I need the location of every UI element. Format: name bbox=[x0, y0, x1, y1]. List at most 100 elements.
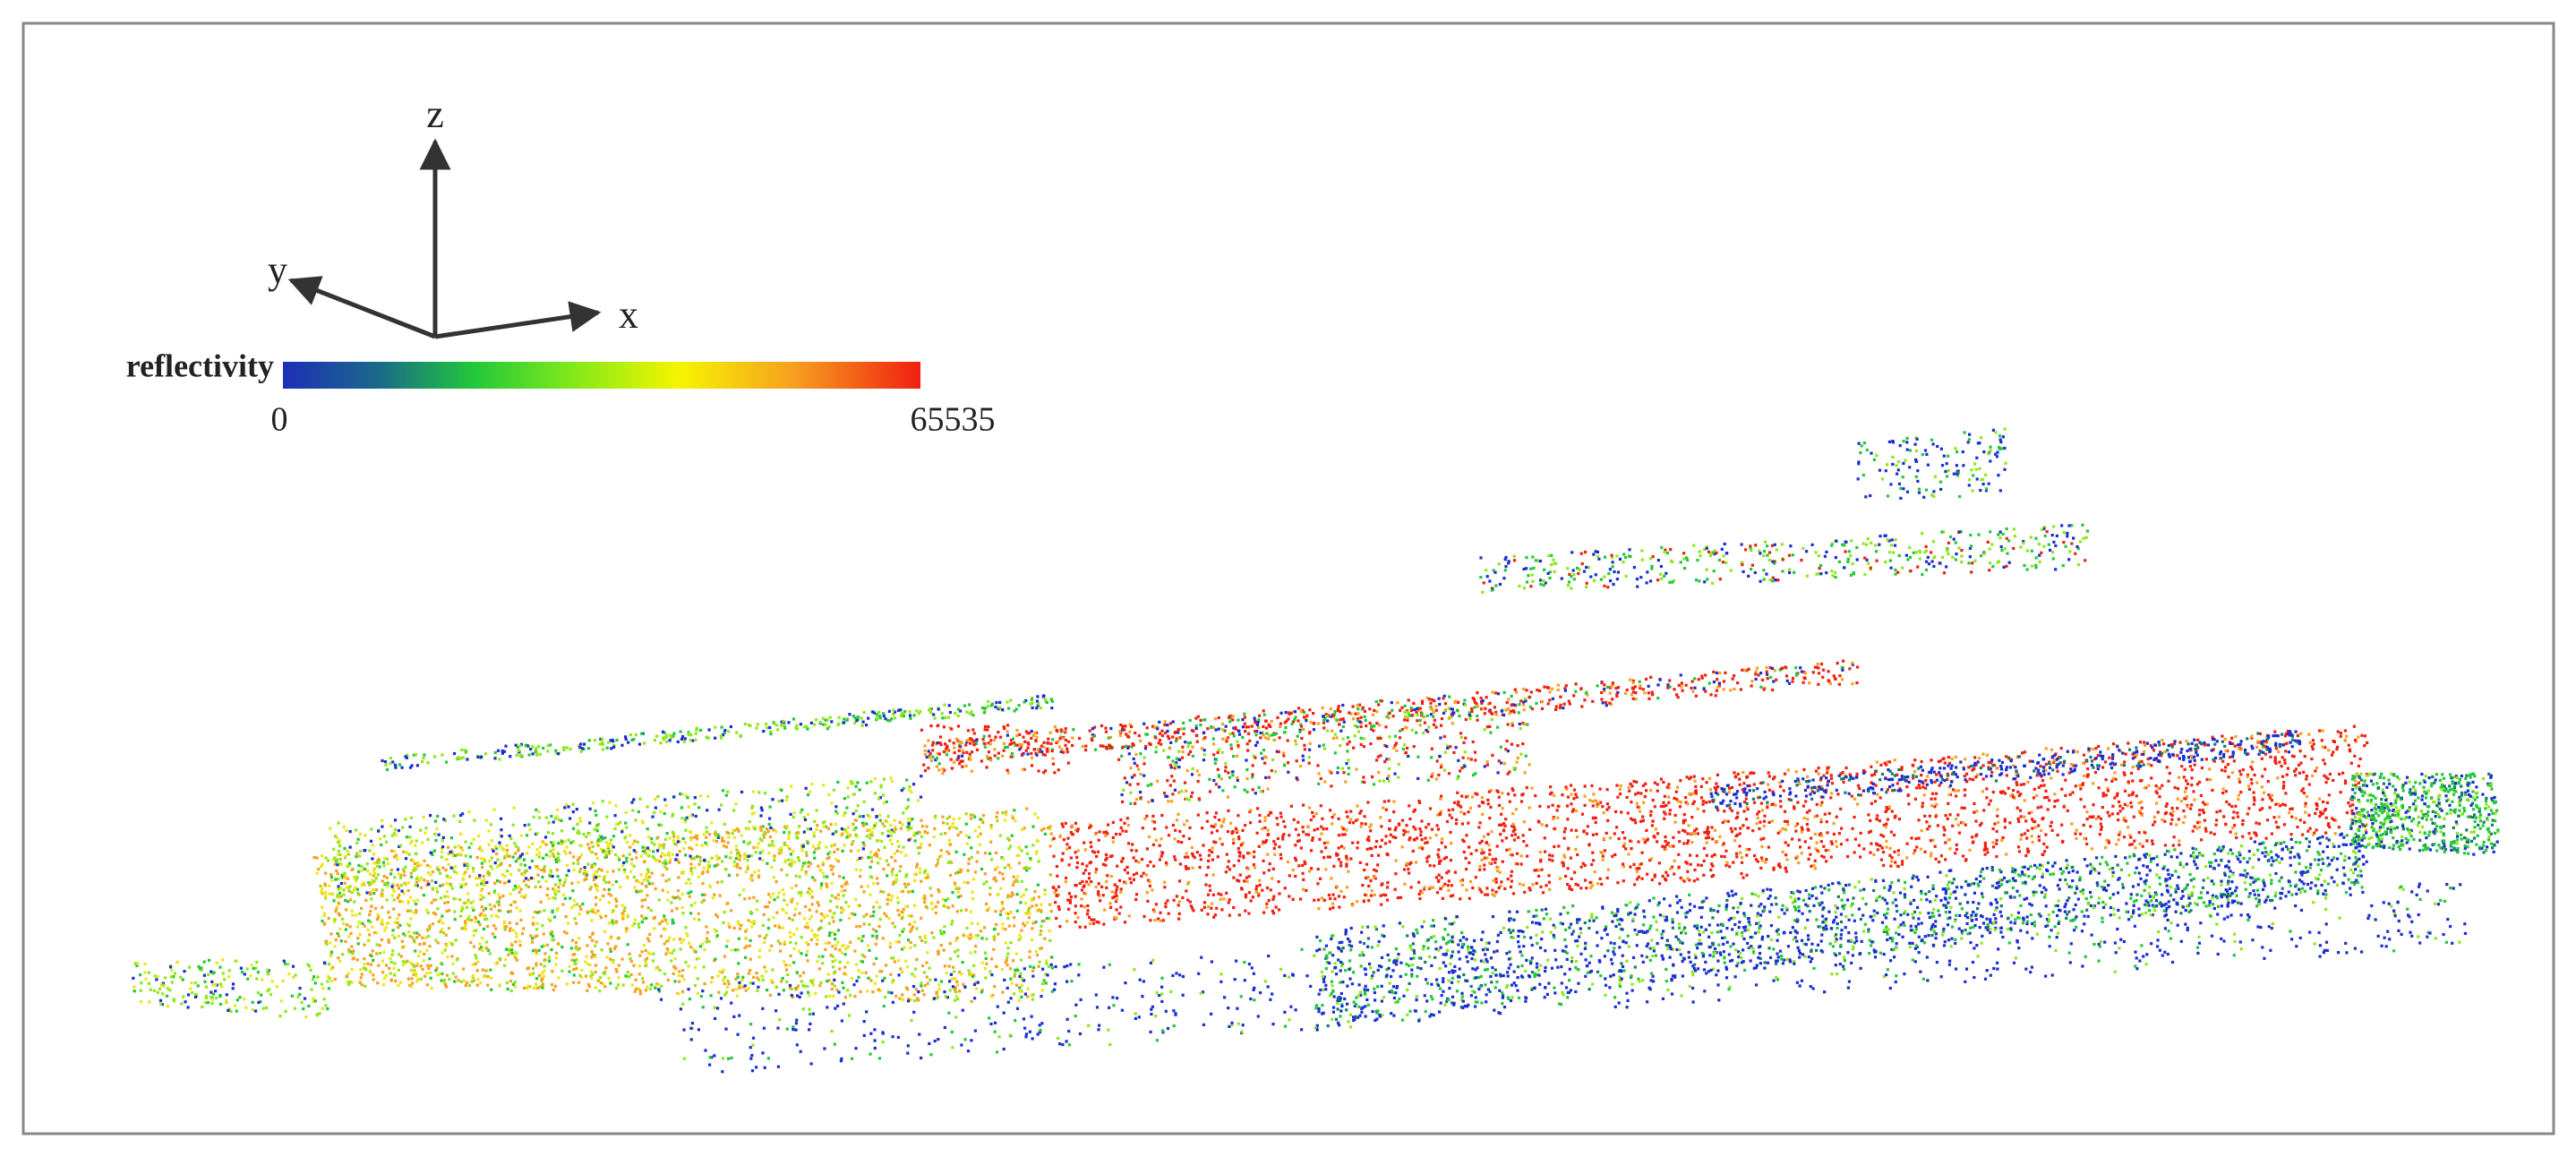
point bbox=[1257, 892, 1261, 895]
point bbox=[414, 902, 418, 906]
point bbox=[329, 954, 332, 958]
point bbox=[2247, 832, 2251, 836]
point bbox=[594, 986, 597, 990]
point bbox=[696, 991, 699, 995]
point bbox=[696, 837, 699, 841]
point bbox=[2239, 748, 2244, 751]
point bbox=[701, 870, 705, 874]
point bbox=[669, 858, 672, 861]
point bbox=[446, 895, 449, 898]
point bbox=[827, 921, 831, 925]
point bbox=[1687, 824, 1690, 827]
point bbox=[946, 861, 950, 864]
point bbox=[750, 925, 754, 929]
point bbox=[2146, 757, 2150, 761]
point bbox=[2343, 729, 2347, 733]
point bbox=[590, 919, 594, 922]
point bbox=[988, 893, 992, 896]
point bbox=[706, 870, 709, 874]
point bbox=[1001, 922, 1005, 926]
point bbox=[806, 812, 809, 817]
point bbox=[652, 856, 656, 860]
point bbox=[426, 837, 430, 841]
point bbox=[969, 910, 972, 913]
point bbox=[425, 883, 429, 887]
point bbox=[1707, 830, 1710, 834]
point bbox=[1146, 864, 1150, 868]
point bbox=[485, 947, 489, 950]
point bbox=[2008, 821, 2012, 825]
point bbox=[337, 912, 341, 915]
point bbox=[1974, 835, 1978, 838]
point bbox=[1088, 826, 1091, 829]
point bbox=[2171, 810, 2175, 813]
point bbox=[2050, 828, 2054, 832]
point bbox=[946, 822, 949, 826]
point bbox=[1001, 857, 1005, 861]
point bbox=[653, 810, 656, 815]
point bbox=[869, 833, 872, 836]
point bbox=[824, 947, 827, 951]
point bbox=[2332, 778, 2335, 783]
point bbox=[805, 941, 809, 945]
point bbox=[628, 853, 631, 856]
point bbox=[890, 870, 894, 873]
point bbox=[1044, 973, 1048, 976]
point bbox=[376, 913, 380, 916]
point bbox=[741, 985, 745, 989]
point bbox=[726, 841, 730, 844]
point bbox=[336, 858, 339, 861]
point bbox=[529, 934, 533, 938]
point bbox=[1000, 968, 1004, 972]
point bbox=[1806, 818, 1810, 821]
point bbox=[1363, 815, 1366, 818]
point bbox=[827, 793, 831, 796]
point bbox=[685, 816, 689, 819]
point bbox=[655, 859, 658, 862]
point bbox=[2032, 796, 2035, 800]
point bbox=[1509, 853, 1512, 857]
point bbox=[918, 936, 922, 939]
point bbox=[780, 851, 783, 854]
point bbox=[916, 846, 920, 850]
point bbox=[755, 908, 758, 912]
point bbox=[423, 952, 426, 956]
point bbox=[705, 925, 708, 929]
point bbox=[714, 957, 717, 961]
point bbox=[1592, 793, 1596, 796]
point bbox=[1034, 904, 1039, 907]
point bbox=[400, 889, 404, 893]
point bbox=[1475, 849, 1478, 853]
point bbox=[2031, 840, 2034, 844]
point bbox=[1616, 795, 1620, 799]
point bbox=[747, 854, 750, 858]
point bbox=[1066, 898, 1070, 902]
point bbox=[595, 824, 599, 827]
point bbox=[461, 812, 465, 816]
point bbox=[340, 873, 344, 877]
point bbox=[1345, 886, 1349, 889]
point bbox=[389, 869, 393, 872]
point bbox=[1291, 868, 1295, 872]
point bbox=[693, 949, 697, 953]
point bbox=[1684, 801, 1688, 804]
point bbox=[857, 849, 860, 853]
point bbox=[343, 847, 347, 851]
point bbox=[1784, 827, 1788, 832]
point bbox=[2124, 789, 2127, 793]
point bbox=[2075, 836, 2078, 841]
point bbox=[645, 872, 648, 876]
point bbox=[663, 916, 666, 920]
point bbox=[554, 951, 559, 955]
point bbox=[1766, 804, 1769, 808]
point bbox=[549, 869, 552, 872]
point bbox=[1742, 810, 1746, 813]
point bbox=[1930, 797, 1933, 801]
point bbox=[1593, 799, 1596, 802]
point bbox=[1943, 828, 1947, 832]
point bbox=[618, 858, 621, 861]
point bbox=[312, 855, 316, 860]
point bbox=[930, 931, 934, 935]
point bbox=[800, 936, 803, 939]
point bbox=[590, 976, 594, 980]
